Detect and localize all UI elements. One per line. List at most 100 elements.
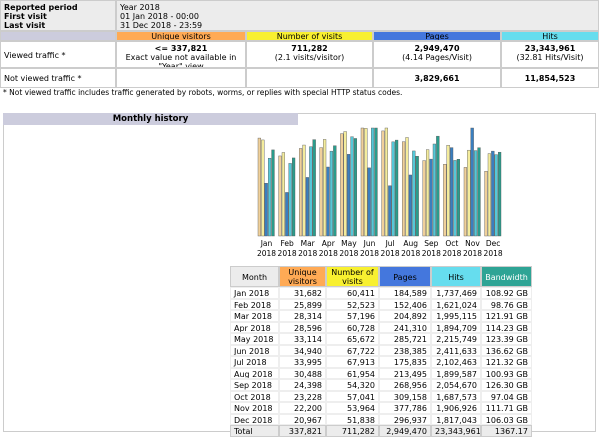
value-cell: 204,892 <box>379 310 431 322</box>
bar <box>391 141 395 237</box>
bar <box>453 160 457 237</box>
bar <box>426 149 430 237</box>
cell-value: 3,829,661 <box>373 68 501 88</box>
cell-value: 2,949,470 <box>414 44 460 53</box>
value-cell: 2,054,670 <box>431 379 481 391</box>
total-cell: 337,821 <box>279 425 326 437</box>
row-value: 01 Jan 2018 - 00:00 <box>120 12 199 21</box>
bar <box>319 147 323 237</box>
total-cell: 23,343,961 <box>431 425 481 437</box>
bar <box>278 155 282 237</box>
bar <box>305 177 309 237</box>
month-label: May <box>341 239 357 248</box>
cell: 711,282 (2.1 visits/visitor) <box>246 41 373 68</box>
month-label: Dec <box>486 239 501 248</box>
value-cell: 53,964 <box>326 402 379 414</box>
column-header: Number of visits <box>246 31 373 41</box>
bar <box>467 149 471 237</box>
bar <box>494 154 498 237</box>
header-blank <box>0 31 116 41</box>
table-header: Unique visitors <box>279 266 326 287</box>
bar <box>343 131 347 237</box>
value-cell: 28,314 <box>279 310 326 322</box>
row-label: Viewed traffic * <box>0 41 116 68</box>
value-cell: 2,215,749 <box>431 333 481 345</box>
value-cell: 57,041 <box>326 390 379 402</box>
bar <box>381 130 385 237</box>
table-header: Bandwidth <box>481 266 532 287</box>
month-cell: Oct 2018 <box>230 390 279 402</box>
value-cell: 60,728 <box>326 321 379 333</box>
cell-value: 23,343,961 <box>524 44 576 53</box>
value-cell: 24,398 <box>279 379 326 391</box>
bar <box>408 174 412 237</box>
total-cell: 1367.17 GB <box>481 425 532 437</box>
bar <box>450 147 454 237</box>
bar <box>415 156 419 237</box>
month-label: Jul <box>385 239 395 248</box>
value-cell: 22,200 <box>279 402 326 414</box>
bar <box>474 150 478 237</box>
section-title: Monthly history <box>3 113 298 125</box>
value-cell: 57,196 <box>326 310 379 322</box>
bar <box>384 127 388 237</box>
value-cell: 121.32 GB <box>481 356 532 368</box>
bar <box>285 192 289 237</box>
table-header: Pages <box>379 266 431 287</box>
month-cell: Sep 2018 <box>230 379 279 391</box>
bar <box>470 127 474 237</box>
month-label: Sep <box>424 239 438 248</box>
bar <box>367 167 371 237</box>
value-cell: 25,899 <box>279 298 326 310</box>
bar <box>257 137 261 237</box>
value-cell: 213,495 <box>379 367 431 379</box>
total-cell: 2,949,470 <box>379 425 431 437</box>
value-cell: 106.03 GB <box>481 413 532 425</box>
value-cell: 2,411,633 <box>431 344 481 356</box>
value-cell: 54,320 <box>326 379 379 391</box>
total-cell: 711,282 <box>326 425 379 437</box>
bar <box>261 139 265 237</box>
month-cell: Aug 2018 <box>230 367 279 379</box>
value-cell: 175,835 <box>379 356 431 368</box>
cell-value: 711,282 <box>291 44 328 53</box>
bar <box>271 149 275 237</box>
value-cell: 1,995,115 <box>431 310 481 322</box>
value-cell: 100.93 GB <box>481 367 532 379</box>
bar <box>281 152 285 237</box>
month-cell: Mar 2018 <box>230 310 279 322</box>
bar <box>288 163 292 237</box>
row-value: Year 2018 <box>120 3 160 12</box>
bar <box>326 166 330 237</box>
bar <box>456 159 460 237</box>
bar <box>432 143 436 237</box>
value-cell: 67,722 <box>326 344 379 356</box>
value-cell: 33,995 <box>279 356 326 368</box>
row-value: 31 Dec 2018 - 23:59 <box>120 21 203 30</box>
value-cell: 60,411 <box>326 287 379 299</box>
value-cell: 98.76 GB <box>481 298 532 310</box>
row-label: First visit <box>4 12 47 21</box>
month-cell: Jun 2018 <box>230 344 279 356</box>
value-cell: 20,967 <box>279 413 326 425</box>
value-cell: 114.23 GB <box>481 321 532 333</box>
summary-labels: Reported period First visit Last visit <box>0 0 116 31</box>
table-header: Number of visits <box>326 266 379 287</box>
cell-value: <= 337,821 <box>154 44 208 53</box>
bar <box>422 160 426 237</box>
value-cell: 52,523 <box>326 298 379 310</box>
month-label: Jun <box>363 239 376 248</box>
bar <box>323 139 327 237</box>
value-cell: 2,102,463 <box>431 356 481 368</box>
value-cell: 123.39 GB <box>481 333 532 345</box>
value-cell: 309,158 <box>379 390 431 402</box>
bar <box>299 148 303 237</box>
value-cell: 28,596 <box>279 321 326 333</box>
value-cell: 1,687,573 <box>431 390 481 402</box>
bar <box>446 145 450 237</box>
value-cell: 51,838 <box>326 413 379 425</box>
month-cell: May 2018 <box>230 333 279 345</box>
month-cell: Apr 2018 <box>230 321 279 333</box>
year-label: 2018 <box>298 249 317 258</box>
